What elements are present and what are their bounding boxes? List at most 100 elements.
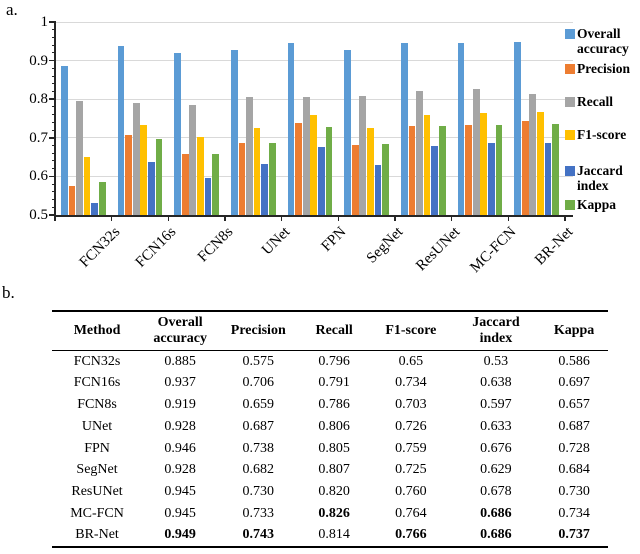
x-axis-tick [54, 215, 56, 221]
value-cell: 0.949 [164, 527, 196, 543]
table-row: SegNet 0.928 0.682 0.807 0.725 0.629 0.684 [52, 459, 608, 481]
bar [367, 128, 374, 215]
y-minor-tick [52, 160, 56, 162]
value-cell: 0.945 [164, 484, 196, 500]
legend-label: Overall accuracy [577, 26, 629, 56]
value-cell: 0.766 [395, 527, 427, 543]
gridline [55, 60, 573, 62]
y-minor-tick [52, 145, 56, 147]
legend-swatch [565, 64, 575, 74]
bar [408, 126, 416, 215]
value-cell: 0.684 [558, 462, 590, 478]
value-cell: 0.728 [558, 440, 590, 456]
y-minor-tick [52, 206, 56, 208]
bar [83, 157, 91, 215]
bar [529, 93, 537, 215]
table-row: FPN 0.946 0.738 0.805 0.759 0.676 0.728 [52, 438, 608, 460]
method-cell: BR-Net [75, 527, 119, 543]
value-cell: 0.946 [164, 440, 196, 456]
bar [495, 124, 503, 215]
bar [472, 89, 480, 215]
bar [374, 165, 382, 215]
bar [325, 126, 333, 215]
bar [351, 144, 359, 215]
value-cell: 0.764 [395, 505, 427, 521]
legend-label: F1-score [577, 127, 627, 142]
bar-chart: 1 0.9 0.8 0.7 0.6 0.5 FCN32s FCN16s FCN8s UNet FPN… [29, 14, 630, 276]
bar [212, 154, 220, 215]
table-row: FCN32s 0.885 0.575 0.796 0.65 0.53 0.586 [52, 351, 608, 373]
value-cell: 0.733 [242, 505, 275, 521]
bar [230, 49, 238, 215]
table-row: MC-FCN 0.945 0.733 0.826 0.764 0.686 0.734 [52, 503, 608, 525]
bar [98, 181, 106, 215]
y-major-tick [49, 21, 56, 23]
value-cell: 0.937 [164, 375, 196, 391]
value-cell: 0.629 [480, 462, 512, 478]
bar [416, 91, 423, 215]
y-minor-tick [52, 152, 56, 154]
panel-b-label: b. [2, 283, 15, 302]
value-cell: 0.945 [164, 505, 196, 521]
value-cell: 0.659 [242, 396, 275, 412]
bar [537, 112, 544, 215]
bar [140, 124, 148, 215]
bar [521, 121, 529, 215]
method-cell: UNet [81, 418, 113, 434]
y-major-tick [49, 59, 56, 62]
table-row: BR-Net 0.949 0.743 0.814 0.766 0.686 0.737 [52, 525, 608, 547]
y-axis-label: 0.5 [29, 207, 48, 223]
value-cell: 0.738 [242, 440, 275, 456]
value-cell: 0.760 [395, 484, 427, 500]
x-axis-tick [167, 215, 170, 221]
legend-label: Recall [577, 94, 613, 109]
y-minor-tick [52, 29, 56, 31]
method-cell: FCN32s [73, 353, 121, 369]
value-cell: 0.730 [242, 484, 275, 500]
bar [302, 97, 310, 215]
bar [189, 104, 197, 215]
legend-label: Jaccard index [577, 163, 623, 193]
bar [76, 100, 83, 215]
y-minor-tick [52, 114, 56, 116]
method-cell: SegNet [76, 462, 118, 478]
x-axis-tick [110, 215, 113, 221]
table-header-cell: Jaccard index [451, 311, 541, 351]
value-cell: 0.885 [164, 353, 196, 369]
table-header-row: Method Overall accuracy Precision Recall F1-… [52, 311, 608, 351]
value-cell: 0.53 [483, 353, 509, 369]
bar [147, 161, 155, 215]
y-minor-tick [52, 52, 56, 54]
value-cell: 0.743 [242, 527, 275, 543]
legend-swatch [565, 97, 575, 107]
method-cell: MC-FCN [70, 505, 124, 521]
method-cell: FCN16s [73, 375, 121, 391]
x-axis-tick [564, 215, 566, 221]
bar [261, 163, 269, 215]
value-cell: 0.586 [558, 353, 590, 369]
y-axis-label: 0.6 [29, 168, 48, 185]
y-minor-tick [52, 83, 56, 85]
y-minor-tick [52, 191, 56, 193]
table-header-cell: Precision [218, 311, 299, 351]
x-axis-tick [507, 215, 510, 221]
bar [287, 42, 295, 215]
value-cell: 0.814 [318, 527, 350, 543]
y-minor-tick [52, 75, 56, 77]
legend-swatch [565, 29, 575, 39]
bar [317, 147, 325, 215]
method-cell: ResUNet [71, 484, 123, 500]
value-cell: 0.706 [242, 375, 275, 391]
value-cell: 0.759 [395, 440, 427, 456]
value-cell: 0.786 [318, 396, 350, 412]
table-header: Method Overall accuracy Precision Recall F1-… [52, 311, 608, 351]
value-cell: 0.730 [558, 484, 590, 500]
y-minor-tick [52, 44, 56, 46]
value-cell: 0.575 [242, 353, 275, 369]
bar [174, 53, 182, 215]
bar [117, 46, 125, 215]
value-cell: 0.687 [242, 418, 275, 434]
y-axis-label: 0.7 [29, 129, 48, 146]
table-row: ResUNet 0.945 0.730 0.820 0.760 0.678 0.730 [52, 481, 608, 503]
bar [238, 142, 246, 215]
